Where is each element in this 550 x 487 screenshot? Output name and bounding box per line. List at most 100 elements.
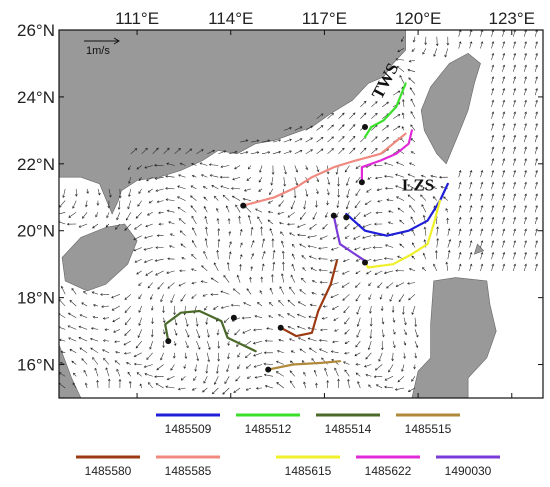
legend: 1485509 1485512 1485514 1485515 1485580 14855… bbox=[76, 413, 500, 478]
current-arrow bbox=[291, 243, 296, 248]
current-arrow bbox=[127, 200, 132, 210]
current-arrow bbox=[458, 263, 462, 271]
current-arrow bbox=[149, 294, 153, 300]
current-arrow bbox=[94, 367, 99, 377]
current-arrow bbox=[338, 136, 345, 143]
current-arrow bbox=[401, 305, 405, 315]
current-arrow bbox=[344, 165, 350, 173]
current-arrow bbox=[216, 249, 220, 260]
current-arrow bbox=[346, 188, 350, 199]
current-arrow bbox=[513, 228, 517, 236]
legend-label-1490030: 1490030 bbox=[445, 464, 492, 478]
current-arrow bbox=[267, 210, 273, 214]
current-arrow bbox=[349, 112, 356, 119]
current-arrow bbox=[381, 329, 385, 338]
current-arrow bbox=[397, 207, 405, 213]
current-arrow bbox=[341, 270, 350, 275]
current-arrow bbox=[162, 317, 166, 324]
current-arrow bbox=[146, 352, 153, 360]
current-arrow bbox=[407, 387, 416, 392]
current-arrow bbox=[327, 112, 334, 119]
current-arrow bbox=[395, 282, 405, 287]
current-arrow bbox=[179, 162, 186, 166]
current-arrow bbox=[135, 212, 142, 219]
current-arrow bbox=[263, 373, 273, 377]
current-arrow bbox=[239, 228, 243, 236]
current-arrow bbox=[374, 364, 383, 371]
current-arrow bbox=[257, 216, 263, 225]
current-arrow bbox=[288, 338, 295, 342]
current-arrow bbox=[447, 228, 451, 236]
current-arrow bbox=[318, 246, 328, 250]
current-arrow bbox=[253, 352, 263, 357]
y-tick-label: 22°N bbox=[17, 155, 55, 174]
current-arrow bbox=[420, 174, 427, 178]
legend-label-1485622: 1485622 bbox=[365, 464, 412, 478]
trajectory-1485622 bbox=[360, 129, 413, 184]
current-arrow bbox=[207, 329, 210, 338]
current-arrow bbox=[491, 158, 495, 166]
current-arrow bbox=[156, 234, 164, 238]
current-arrow bbox=[357, 381, 361, 389]
current-arrow bbox=[366, 188, 372, 193]
current-arrow bbox=[294, 126, 303, 131]
taiwan-island-land bbox=[420, 53, 481, 165]
current-arrow bbox=[446, 36, 450, 46]
current-arrow bbox=[97, 188, 101, 196]
current-arrow bbox=[147, 282, 153, 289]
current-arrow bbox=[513, 205, 517, 213]
current-arrow bbox=[191, 254, 197, 260]
current-arrow bbox=[407, 184, 416, 190]
current-arrow bbox=[534, 146, 538, 154]
current-arrow bbox=[491, 205, 495, 213]
current-arrow bbox=[135, 340, 142, 349]
current-arrow bbox=[420, 194, 427, 201]
current-arrow bbox=[513, 123, 517, 131]
current-arrow bbox=[372, 258, 383, 262]
current-arrow bbox=[250, 226, 254, 236]
current-arrow bbox=[237, 352, 241, 358]
current-arrow bbox=[534, 64, 538, 72]
current-arrow bbox=[322, 304, 328, 308]
current-arrow bbox=[316, 125, 324, 131]
current-arrow bbox=[195, 317, 199, 327]
current-arrow bbox=[179, 230, 186, 236]
current-arrow bbox=[373, 234, 383, 237]
current-arrow bbox=[381, 317, 385, 325]
current-arrow bbox=[271, 274, 274, 283]
current-arrow bbox=[342, 258, 350, 263]
current-arrow bbox=[240, 151, 249, 155]
current-arrow bbox=[162, 329, 166, 335]
current-arrow bbox=[124, 223, 131, 231]
current-arrow bbox=[324, 367, 328, 377]
current-arrow bbox=[69, 300, 77, 307]
current-arrow bbox=[250, 240, 255, 248]
current-arrow bbox=[332, 340, 339, 344]
current-arrow bbox=[105, 223, 110, 228]
current-arrow bbox=[83, 369, 88, 377]
current-arrow bbox=[205, 364, 209, 374]
current-arrow bbox=[100, 293, 110, 296]
current-arrow bbox=[263, 351, 273, 355]
current-arrow bbox=[469, 41, 473, 49]
current-arrow bbox=[374, 222, 383, 226]
current-arrow bbox=[143, 258, 153, 263]
current-arrow bbox=[513, 169, 517, 178]
current-arrow bbox=[399, 219, 405, 225]
legend-label-1485615: 1485615 bbox=[285, 464, 332, 478]
y-tick-label: 18°N bbox=[17, 289, 55, 308]
current-arrow bbox=[213, 262, 219, 272]
current-arrow bbox=[318, 268, 328, 272]
current-arrow bbox=[133, 247, 142, 252]
current-arrow bbox=[502, 99, 506, 107]
current-arrow bbox=[355, 188, 361, 197]
current-arrow bbox=[92, 304, 99, 307]
current-arrow bbox=[162, 305, 165, 314]
drifter-start-point bbox=[343, 214, 350, 221]
current-arrow bbox=[389, 294, 394, 302]
current-arrow bbox=[408, 268, 416, 272]
current-arrow bbox=[377, 199, 383, 203]
current-arrow bbox=[201, 265, 208, 272]
current-arrow bbox=[353, 235, 361, 240]
current-arrow bbox=[143, 247, 153, 251]
